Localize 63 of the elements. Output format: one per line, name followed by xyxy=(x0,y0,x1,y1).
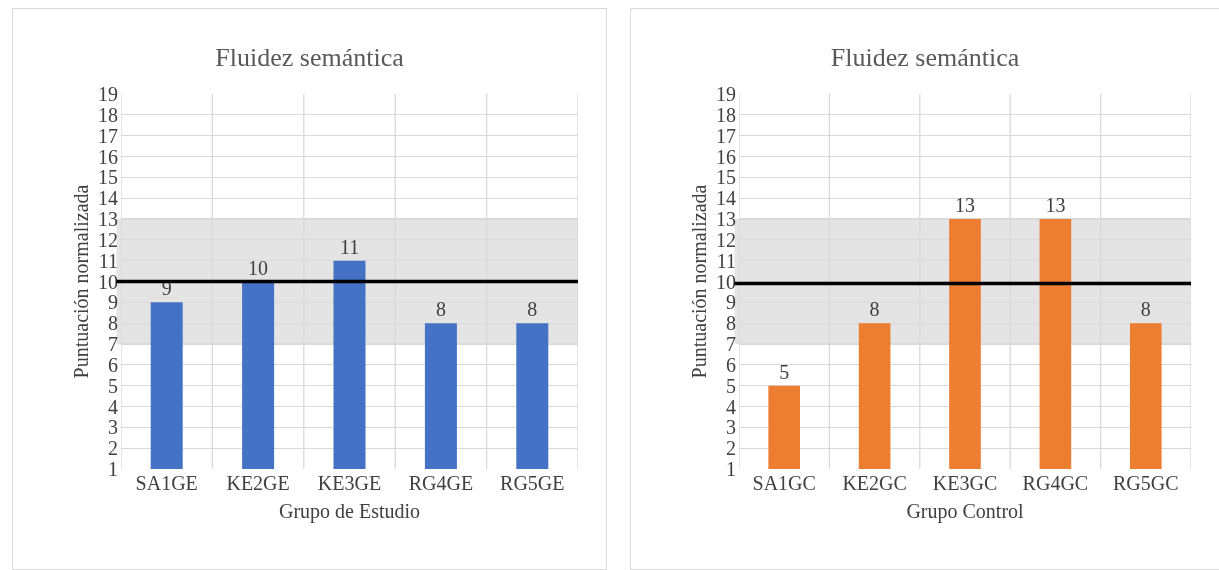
y-tick-label: 2 xyxy=(726,437,736,460)
y-tick-label: 11 xyxy=(98,249,118,272)
y-tick-label: 1 xyxy=(726,458,736,480)
data-label: 11 xyxy=(339,235,360,258)
y-tick-label: 6 xyxy=(726,353,736,376)
y-tick-label: 16 xyxy=(98,145,118,168)
chart-title: Fluidez semántica xyxy=(215,43,405,73)
y-tick-label: 18 xyxy=(716,103,736,126)
y-tick-label: 14 xyxy=(98,187,118,210)
y-tick-label: 13 xyxy=(716,208,736,230)
y-tick-label: 6 xyxy=(108,353,118,376)
y-tick-label: 8 xyxy=(726,312,736,335)
y-tick-label: 13 xyxy=(98,208,118,230)
y-axis-title: Puntuación normalizada xyxy=(687,184,710,379)
y-tick-label: 9 xyxy=(726,291,736,314)
y-tick-label: 5 xyxy=(726,374,736,397)
data-label: 8 xyxy=(435,298,446,321)
chart-title: Fluidez semántica xyxy=(830,43,1020,73)
y-tick-label: 2 xyxy=(108,437,118,460)
y-tick-label: 19 xyxy=(98,83,118,105)
y-tick-label: 16 xyxy=(716,145,736,168)
y-tick-label: 19 xyxy=(716,83,736,105)
data-label: 8 xyxy=(527,298,538,321)
y-tick-label: 11 xyxy=(716,249,736,272)
x-tick-label: SA1GE xyxy=(135,472,198,494)
y-tick-label: 9 xyxy=(108,291,118,314)
y-tick-label: 17 xyxy=(98,124,118,147)
x-tick-label: KE3GE xyxy=(317,472,382,494)
data-label: 5 xyxy=(779,360,790,383)
y-tick-label: 7 xyxy=(108,333,118,355)
y-tick-label: 8 xyxy=(108,312,118,335)
x-tick-label: KE3GC xyxy=(932,472,998,494)
x-tick-label: KE2GC xyxy=(842,472,907,494)
x-tick-label: RG5GE xyxy=(500,472,565,494)
x-tick-label: SA1GC xyxy=(752,472,816,494)
data-label: 10 xyxy=(248,256,269,279)
y-tick-label: 1 xyxy=(108,458,118,480)
y-tick-label: 15 xyxy=(98,166,118,189)
y-tick-label: 14 xyxy=(716,187,736,210)
x-tick-label: KE2GE xyxy=(226,472,290,494)
x-axis-title: Grupo de Estudio xyxy=(278,499,421,523)
y-tick-label: 10 xyxy=(716,270,736,293)
x-tick-label: RG4GC xyxy=(1022,472,1089,494)
y-tick-label: 3 xyxy=(108,416,118,439)
x-tick-label: RG5GC xyxy=(1113,472,1179,494)
data-label: 13 xyxy=(1045,194,1066,216)
y-tick-label: 4 xyxy=(726,395,736,418)
y-tick-label: 12 xyxy=(716,228,736,251)
data-label: 13 xyxy=(955,194,975,216)
y-tick-label: 10 xyxy=(98,270,118,293)
y-tick-label: 5 xyxy=(108,374,118,397)
y-axis-title: Puntuación normalizada xyxy=(69,184,92,379)
data-label: 8 xyxy=(1140,298,1151,321)
x-tick-label: RG4GE xyxy=(408,472,474,494)
x-axis-title: Grupo Control xyxy=(906,499,1025,523)
data-label: 8 xyxy=(869,298,880,321)
y-tick-label: 3 xyxy=(726,416,736,439)
y-tick-label: 17 xyxy=(716,124,736,147)
y-tick-label: 18 xyxy=(98,103,118,126)
y-tick-label: 7 xyxy=(726,333,736,355)
y-tick-label: 15 xyxy=(716,166,736,189)
y-tick-label: 4 xyxy=(108,395,118,418)
y-tick-label: 12 xyxy=(98,228,118,251)
